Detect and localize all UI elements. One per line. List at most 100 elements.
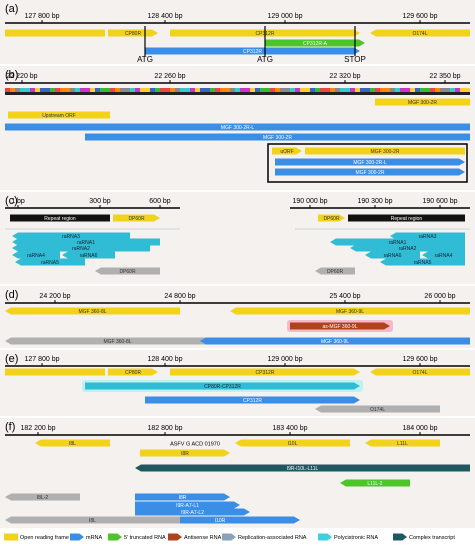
- feature: [85, 382, 360, 390]
- orf: [5, 29, 105, 37]
- feature: [135, 508, 250, 516]
- sequence-base: [60, 88, 65, 92]
- feature-label: I9R-A7-L1: [176, 503, 199, 509]
- tick-label: 600 bp: [149, 198, 171, 205]
- panel-label: (e): [5, 353, 18, 365]
- sequence-base: [30, 88, 35, 92]
- tick-label: 26 000 bp: [424, 293, 455, 300]
- sequence-base: [235, 88, 240, 92]
- sequence-base: [370, 88, 375, 92]
- panel-label: (a): [5, 3, 18, 15]
- legend-label: mRNA: [86, 535, 103, 541]
- feature: [390, 232, 465, 240]
- sequence-base: [155, 88, 160, 92]
- feature: [170, 368, 360, 376]
- feature-label: raRNA5: [41, 260, 59, 266]
- sequence-base: [420, 88, 425, 92]
- sequence-base: [165, 88, 170, 92]
- sequence-track: [5, 92, 470, 95]
- feature-label: MGF 300-2R-L: [221, 125, 255, 131]
- sequence-base: [10, 88, 15, 92]
- feature: [85, 133, 470, 141]
- feature: [5, 493, 80, 501]
- feature-label: O174L: [370, 407, 385, 413]
- legend-label: Antisense RNA: [184, 535, 222, 541]
- marker-label: STOP: [344, 55, 366, 64]
- feature-label: I8L: [89, 518, 96, 524]
- feature: [5, 337, 230, 345]
- panel-label: (b): [5, 69, 18, 81]
- feature: [272, 147, 302, 155]
- feature-label: I8R: [181, 451, 189, 457]
- feature-label: CP80R: [125, 370, 142, 376]
- feature-label: DP60R: [119, 269, 136, 275]
- sequence-base: [105, 88, 110, 92]
- feature: [62, 251, 115, 259]
- feature-label: I10R: [215, 518, 226, 524]
- tick-label: 22 350 bp: [429, 73, 460, 80]
- sequence-base: [230, 88, 235, 92]
- tick-label: 129 000 bp: [267, 13, 302, 20]
- feature: [275, 168, 465, 176]
- sequence-base: [35, 88, 40, 92]
- feature: [330, 238, 465, 246]
- feature: [113, 214, 160, 222]
- feature-label: raRNA1: [389, 240, 407, 246]
- feature: [305, 147, 465, 155]
- feature: [348, 214, 465, 222]
- sequence-base: [70, 88, 75, 92]
- feature-label: raRNA6: [384, 253, 402, 259]
- sequence-base: [255, 88, 260, 92]
- legend-swatch: [108, 533, 122, 541]
- sequence-base: [250, 88, 255, 92]
- sequence-base: [315, 88, 320, 92]
- legend-swatch: [4, 533, 18, 541]
- sequence-base: [245, 88, 250, 92]
- feature-label: L11L: [397, 441, 408, 447]
- feature: [145, 47, 360, 55]
- orf: [5, 368, 105, 376]
- sequence-base: [325, 88, 330, 92]
- feature: [35, 439, 110, 447]
- feature-label: uORF: [280, 149, 293, 155]
- legend-label: 5' truncated RNA: [124, 535, 166, 541]
- legend-swatch: [168, 533, 182, 541]
- sequence-base: [135, 88, 140, 92]
- sequence-base: [215, 88, 220, 92]
- feature-label: raRNA1: [77, 240, 95, 246]
- feature: [265, 39, 365, 47]
- sequence-base: [205, 88, 210, 92]
- tick-label: 129 600 bp: [402, 356, 437, 363]
- sequence-base: [410, 88, 415, 92]
- feature-label: I10L: [288, 441, 298, 447]
- tick-label: 22 320 bp: [329, 73, 360, 80]
- sequence-base: [445, 88, 450, 92]
- feature: [230, 307, 470, 315]
- sequence-base: [190, 88, 195, 92]
- sequence-base: [195, 88, 200, 92]
- feature-label: MGF 360-9L: [336, 309, 364, 315]
- feature: [10, 214, 110, 222]
- tick-label: 190 000 bp: [292, 198, 327, 205]
- feature-label: MGF 300-2R: [263, 135, 292, 141]
- feature-label: raRNA4: [27, 253, 45, 259]
- sequence-base: [400, 88, 405, 92]
- sequence-base: [430, 88, 435, 92]
- feature: [8, 111, 110, 119]
- feature: [12, 251, 60, 259]
- panel-label: (f): [5, 421, 15, 433]
- panel-label: (c): [5, 195, 18, 207]
- legend-swatch: [318, 533, 332, 541]
- tick-label: 128 400 bp: [147, 13, 182, 20]
- sequence-base: [320, 88, 325, 92]
- sequence-base: [120, 88, 125, 92]
- feature-label: DP60R: [323, 216, 340, 222]
- feature: [12, 244, 150, 252]
- feature-label: raRNA2: [399, 246, 417, 252]
- feature: [375, 98, 470, 106]
- sequence-base: [50, 88, 55, 92]
- legend-label: Polycistronic RNA: [334, 535, 378, 541]
- sequence-base: [25, 88, 30, 92]
- feature-label: DP60R: [327, 269, 344, 275]
